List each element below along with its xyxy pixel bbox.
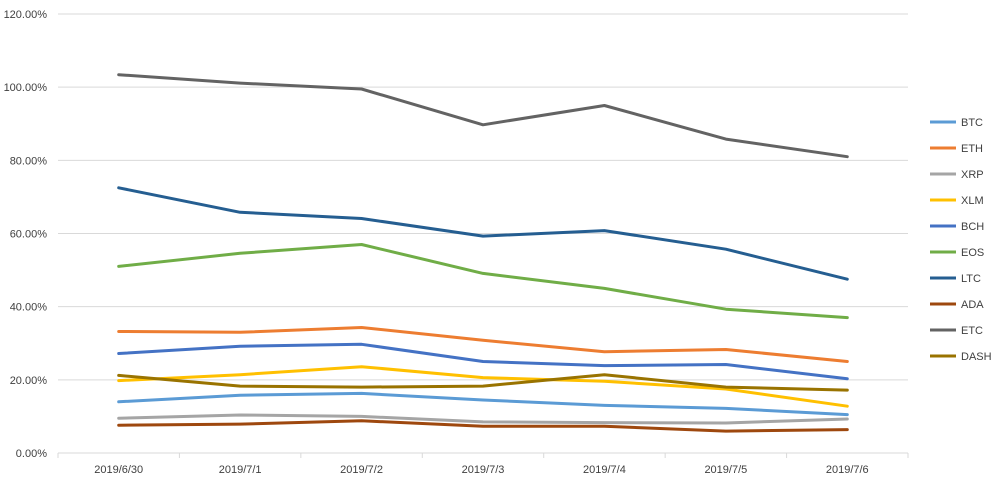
y-axis-tick-labels: 0.00% 20.00% 40.00% 60.00% 80.00% 100.00% 120.… <box>4 9 48 460</box>
y-tick-label: 120.00% <box>4 9 48 21</box>
x-tick-label: 2019/7/4 <box>583 464 626 476</box>
legend-item-eth: ETH <box>930 143 983 155</box>
legend-item-eos: EOS <box>930 247 984 259</box>
legend-item-etc: ETC <box>930 325 983 337</box>
legend-label: BCH <box>961 221 984 233</box>
legend-label: XRP <box>961 169 984 181</box>
legend-label: XLM <box>961 195 984 207</box>
legend-label: LTC <box>961 273 981 285</box>
x-tick-label: 2019/6/30 <box>94 464 143 476</box>
y-tick-label: 40.00% <box>10 302 48 314</box>
series-line-xlm <box>117 365 849 408</box>
legend-item-ltc: LTC <box>930 273 981 285</box>
series-line-ada <box>117 419 849 433</box>
legend-label: ADA <box>961 299 984 311</box>
y-tick-label: 100.00% <box>4 82 48 94</box>
legend-label: ETC <box>961 325 983 337</box>
legend: BTC ETH XRP XLM BCH EOS LTC ADA ETC DASH <box>930 117 992 363</box>
series-line-etc <box>117 73 849 159</box>
gridlines <box>58 13 908 381</box>
legend-label: BTC <box>961 117 983 129</box>
series-line-dash <box>117 373 849 392</box>
series-line-ltc <box>117 186 849 281</box>
legend-item-ada: ADA <box>930 299 984 311</box>
legend-label: ETH <box>961 143 983 155</box>
x-axis-tick-labels: 2019/6/30 2019/7/1 2019/7/2 2019/7/3 2019/7/… <box>94 464 868 476</box>
legend-label: EOS <box>961 247 984 259</box>
legend-label: DASH <box>961 351 992 363</box>
series-line-bch <box>117 342 849 381</box>
legend-item-dash: DASH <box>930 351 992 363</box>
x-tick-label: 2019/7/1 <box>219 464 262 476</box>
series-line-btc <box>117 391 849 417</box>
series-line-eth <box>117 326 849 363</box>
x-tick-label: 2019/7/2 <box>340 464 383 476</box>
y-tick-label: 80.00% <box>10 155 48 167</box>
x-tick-label: 2019/7/6 <box>826 464 869 476</box>
legend-item-bch: BCH <box>930 221 984 233</box>
y-tick-label: 20.00% <box>10 375 48 387</box>
y-tick-label: 0.00% <box>16 448 47 460</box>
series-lines <box>117 73 849 433</box>
legend-item-xrp: XRP <box>930 169 984 181</box>
x-tick-label: 2019/7/5 <box>704 464 747 476</box>
y-tick-label: 60.00% <box>10 229 48 241</box>
legend-item-xlm: XLM <box>930 195 984 207</box>
series-line-eos <box>117 243 849 320</box>
series-line-xrp <box>117 413 849 425</box>
x-tick-label: 2019/7/3 <box>462 464 505 476</box>
axes <box>57 452 909 458</box>
legend-item-btc: BTC <box>930 117 983 129</box>
